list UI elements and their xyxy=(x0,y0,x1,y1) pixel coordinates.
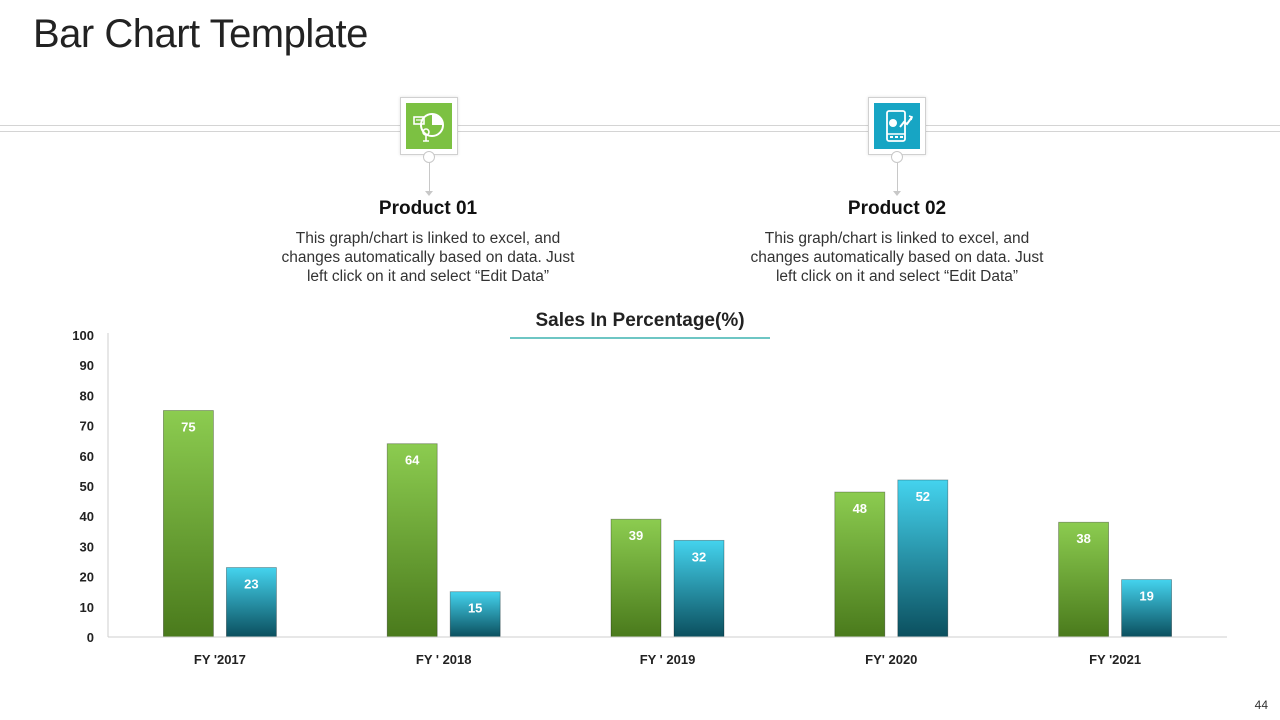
pie-chart-icon xyxy=(406,103,452,149)
y-tick-label: 30 xyxy=(80,539,94,554)
bars: 75 23 64 15 39 32 48 52 38 19 xyxy=(162,410,1172,638)
bar-value-label: 23 xyxy=(244,577,258,592)
x-tick-label: FY ' 2018 xyxy=(416,652,472,667)
mobile-analytics-icon xyxy=(874,103,920,149)
bar-value-label: 64 xyxy=(405,453,420,468)
y-tick-label: 60 xyxy=(80,449,94,464)
product-02-pin-dot xyxy=(891,151,903,163)
y-tick-label: 50 xyxy=(80,479,94,494)
product-02-description-line: changes automatically based on data. Jus… xyxy=(750,249,1044,266)
bar-series-2 xyxy=(897,479,949,638)
y-tick-label: 0 xyxy=(87,630,94,645)
timeline-line-top xyxy=(0,125,1280,126)
product-01-description: This graph/chart is linked to excel, and… xyxy=(268,229,588,286)
bar-series-2 xyxy=(673,539,725,638)
chart-title: Sales In Percentage(%) xyxy=(535,310,744,331)
product-01-icon-bg xyxy=(406,103,452,149)
product-02-description-line: This graph/chart is linked to excel, and xyxy=(764,230,1030,247)
x-tick-label: FY '2017 xyxy=(194,652,246,667)
x-tick-label: FY' 2020 xyxy=(865,652,917,667)
y-tick-label: 100 xyxy=(72,328,94,343)
bar-value-label: 52 xyxy=(916,489,930,504)
x-axis: FY '2017 FY ' 2018 FY ' 2019 FY' 2020 FY '20… xyxy=(108,636,1227,667)
bar-series-1 xyxy=(1058,521,1109,638)
x-tick-label: FY ' 2019 xyxy=(640,652,696,667)
bar-value-label: 75 xyxy=(181,420,195,435)
product-01-description-line: changes automatically based on data. Jus… xyxy=(281,249,575,266)
page-number: 44 xyxy=(1254,698,1268,712)
product-01-pin-arrow xyxy=(425,191,433,196)
y-axis: 0 10 20 30 40 50 60 70 80 90 100 xyxy=(72,328,109,645)
product-01-icon-box xyxy=(400,97,458,155)
product-01-title: Product 01 xyxy=(378,198,478,219)
bar-value-label: 15 xyxy=(468,601,482,616)
bar-series-1 xyxy=(162,410,214,638)
product-01-description-line: left click on it and select “Edit Data” xyxy=(306,268,550,285)
slide-title: Bar Chart Template xyxy=(33,12,368,56)
bar-value-label: 38 xyxy=(1076,531,1090,546)
product-02-title: Product 02 xyxy=(847,198,947,219)
bar-series-1 xyxy=(610,518,662,638)
timeline-line-bottom xyxy=(0,131,1280,132)
product-01-pin-line xyxy=(429,163,430,191)
product-02-description-line: left click on it and select “Edit Data” xyxy=(775,268,1019,285)
y-tick-label: 90 xyxy=(80,358,94,373)
bar-series-1 xyxy=(834,491,886,638)
y-tick-label: 80 xyxy=(80,388,94,403)
bar-value-label: 39 xyxy=(629,528,643,543)
product-02-icon-bg xyxy=(874,103,920,149)
bar-value-label: 19 xyxy=(1139,589,1153,604)
bar-series-2 xyxy=(225,567,277,638)
bar-value-label: 48 xyxy=(853,501,867,516)
bar-series-2 xyxy=(1121,579,1172,638)
product-01-description-line: This graph/chart is linked to excel, and xyxy=(295,230,561,247)
product-02-pin-arrow xyxy=(893,191,901,196)
bar-series-1 xyxy=(386,443,438,638)
bar-value-label: 32 xyxy=(692,549,706,564)
y-tick-label: 70 xyxy=(80,419,94,434)
product-01-pin-dot xyxy=(423,151,435,163)
y-tick-label: 40 xyxy=(80,509,94,524)
product-02-pin-line xyxy=(897,163,898,191)
y-tick-label: 10 xyxy=(80,600,94,615)
product-02-description: This graph/chart is linked to excel, and… xyxy=(737,229,1057,286)
product-02-icon-box xyxy=(868,97,926,155)
y-tick-label: 20 xyxy=(80,570,94,585)
x-tick-label: FY '2021 xyxy=(1089,652,1141,667)
